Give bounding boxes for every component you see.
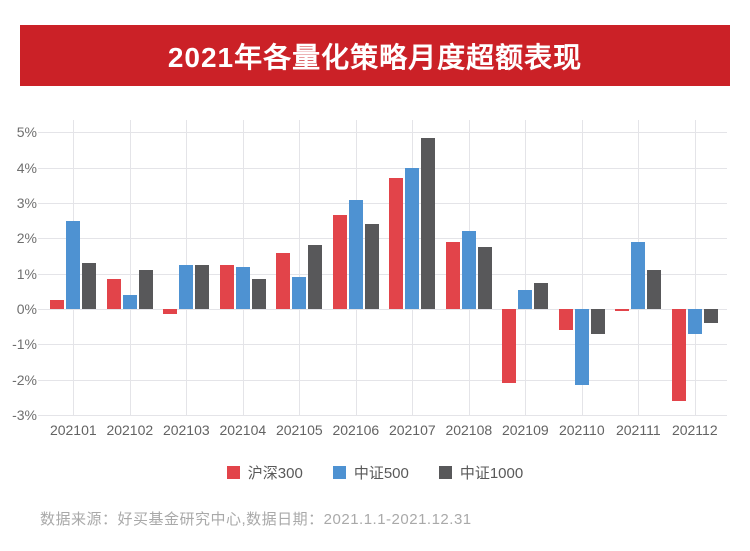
legend-swatch-icon [332, 465, 346, 479]
bar [671, 309, 686, 401]
bar [251, 279, 266, 309]
bar [219, 264, 234, 310]
x-axis-label: 202108 [445, 422, 493, 438]
y-axis-label: 4% [16, 159, 37, 176]
bar [534, 282, 549, 309]
legend-swatch-icon [438, 465, 452, 479]
legend-item: 沪深300 [226, 462, 303, 483]
bar [574, 309, 589, 385]
y-axis-label: -1% [12, 336, 37, 353]
bar [389, 178, 404, 309]
x-gridline [581, 120, 583, 415]
bar [364, 224, 379, 309]
chart-legend: 沪深300 中证500 中证1000 [0, 462, 750, 482]
bar [163, 309, 178, 315]
x-axis-label: 202110 [558, 422, 605, 438]
y-gridline [38, 273, 727, 275]
bar [405, 167, 420, 309]
legend-label: 中证500 [353, 464, 409, 482]
x-gridline [299, 120, 301, 415]
y-axis-label: 0% [16, 301, 37, 317]
bar [106, 279, 121, 309]
bar [631, 241, 646, 309]
bar [138, 270, 153, 309]
bar [308, 245, 323, 309]
y-axis-label: 5% [16, 124, 37, 141]
x-axis-label: 202109 [501, 422, 549, 438]
x-gridline [694, 120, 696, 415]
y-gridline [38, 379, 727, 381]
x-axis-label: 202104 [219, 422, 267, 438]
x-axis-label: 202105 [275, 422, 323, 438]
bar [687, 309, 702, 334]
legend-label: 沪深300 [247, 464, 303, 482]
legend-swatch-icon [226, 465, 240, 479]
x-axis-label: 202107 [388, 422, 436, 438]
bar [122, 294, 137, 309]
bar [518, 289, 533, 309]
y-gridline [38, 203, 727, 204]
bar [82, 263, 97, 309]
bar [332, 215, 347, 309]
bar [477, 247, 492, 309]
y-axis-label: 2% [16, 230, 37, 247]
legend-label: 中证1000 [459, 464, 524, 482]
y-axis-label: -2% [12, 371, 37, 388]
bar [502, 309, 517, 384]
y-gridline [38, 344, 727, 346]
bar [461, 231, 476, 309]
bar [292, 277, 307, 309]
y-axis-label: 1% [16, 265, 37, 282]
bar [445, 241, 460, 309]
x-gridline [525, 120, 527, 415]
y-axis-label: -3% [12, 407, 37, 423]
y-axis-label: 3% [16, 195, 37, 211]
bar [179, 264, 194, 310]
bar-chart: 5% 4% 3% 2% 1% 0% -1% -2% -3% 202101 202102 202103 2… [12, 120, 727, 438]
legend-item: 中证1000 [438, 462, 524, 483]
bar [195, 264, 210, 310]
x-axis-label: 202102 [106, 422, 154, 438]
bar [615, 309, 630, 311]
x-axis-label: 202106 [332, 422, 380, 438]
page-title: 2021年各量化策略月度超额表现 [167, 41, 583, 73]
x-axis-label: 202101 [49, 422, 97, 438]
bar [647, 270, 662, 309]
bar [66, 220, 81, 309]
title-banner: 2021年各量化策略月度超额表现 [20, 25, 730, 86]
bar [558, 309, 573, 331]
y-gridline [38, 132, 727, 134]
legend-item: 中证500 [332, 462, 409, 483]
y-gridline [38, 309, 727, 310]
bar [590, 309, 605, 334]
y-gridline [38, 167, 727, 169]
x-axis-label: 202103 [162, 422, 210, 438]
x-axis-label: 202111 [615, 422, 661, 438]
bar [703, 309, 718, 324]
x-axis-label: 202112 [671, 422, 718, 438]
bar [50, 300, 65, 309]
y-gridline [38, 415, 727, 416]
bar [348, 199, 363, 309]
y-gridline [38, 238, 727, 240]
bar [276, 252, 291, 309]
bar [235, 266, 250, 309]
data-source-note: 数据来源：好买基金研究中心,数据日期：2021.1.1-2021.12.31 [40, 511, 472, 528]
bar [421, 137, 436, 309]
x-gridline [129, 120, 131, 415]
